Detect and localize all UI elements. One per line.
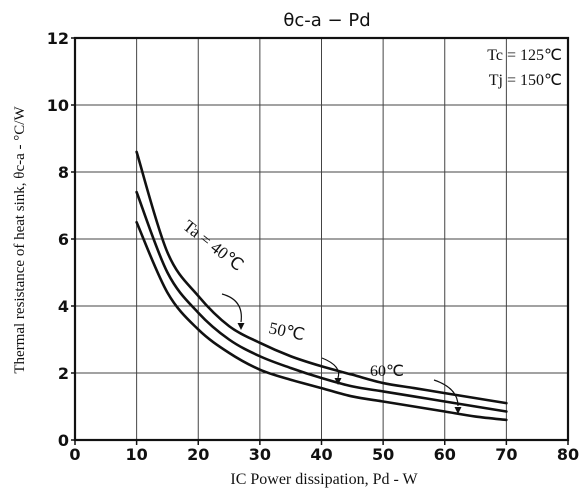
series-line-0: [135, 150, 508, 405]
arrow-ta-40: [221, 293, 242, 323]
x-axis-label: IC Power dissipation, Pd - W: [230, 471, 418, 488]
x-tick-label: 10: [125, 445, 147, 464]
condition-tj: Tj = 150℃: [489, 72, 562, 89]
condition-tc: Tc = 125℃: [487, 47, 562, 64]
series-label-60: 60℃: [370, 363, 404, 380]
y-tick-label: 2: [58, 364, 69, 383]
arrow-60-head: [454, 407, 462, 414]
x-tick-label: 80: [557, 445, 579, 464]
x-tick-label: 60: [434, 445, 456, 464]
y-axis-label: Thermal resistance of heat sink, θc-a - …: [12, 106, 28, 374]
y-tick-label: 12: [47, 29, 69, 48]
arrow-50: [321, 357, 340, 379]
grid: [75, 38, 568, 440]
x-tick-label: 20: [187, 445, 209, 464]
chart-title: θc-a − Pd: [283, 10, 370, 31]
x-tick-label: 70: [495, 445, 517, 464]
y-tick-label: 0: [58, 431, 69, 450]
series-group: [135, 150, 508, 422]
series-line-2: [135, 220, 508, 422]
x-tick-label: 30: [249, 445, 271, 464]
x-tick-label: 50: [372, 445, 394, 464]
x-tick-label: 40: [310, 445, 332, 464]
arrow-60: [433, 379, 459, 407]
axis-ticks: 0 10 20 30 40 50 60 70 80 0 2 4 6 8 10 12: [47, 29, 579, 464]
y-tick-label: 10: [47, 96, 69, 115]
y-tick-label: 4: [58, 297, 69, 316]
y-tick-label: 6: [58, 230, 69, 249]
series-label-50: 50℃: [267, 318, 306, 344]
y-tick-label: 8: [58, 163, 69, 182]
x-tick-label: 0: [69, 445, 80, 464]
series-line-1: [135, 190, 508, 413]
series-label-ta-40: Ta = 40℃: [180, 216, 248, 275]
annotation-arrows: [221, 293, 462, 414]
arrow-50-head: [334, 378, 342, 385]
arrow-ta-40-head: [237, 323, 245, 330]
